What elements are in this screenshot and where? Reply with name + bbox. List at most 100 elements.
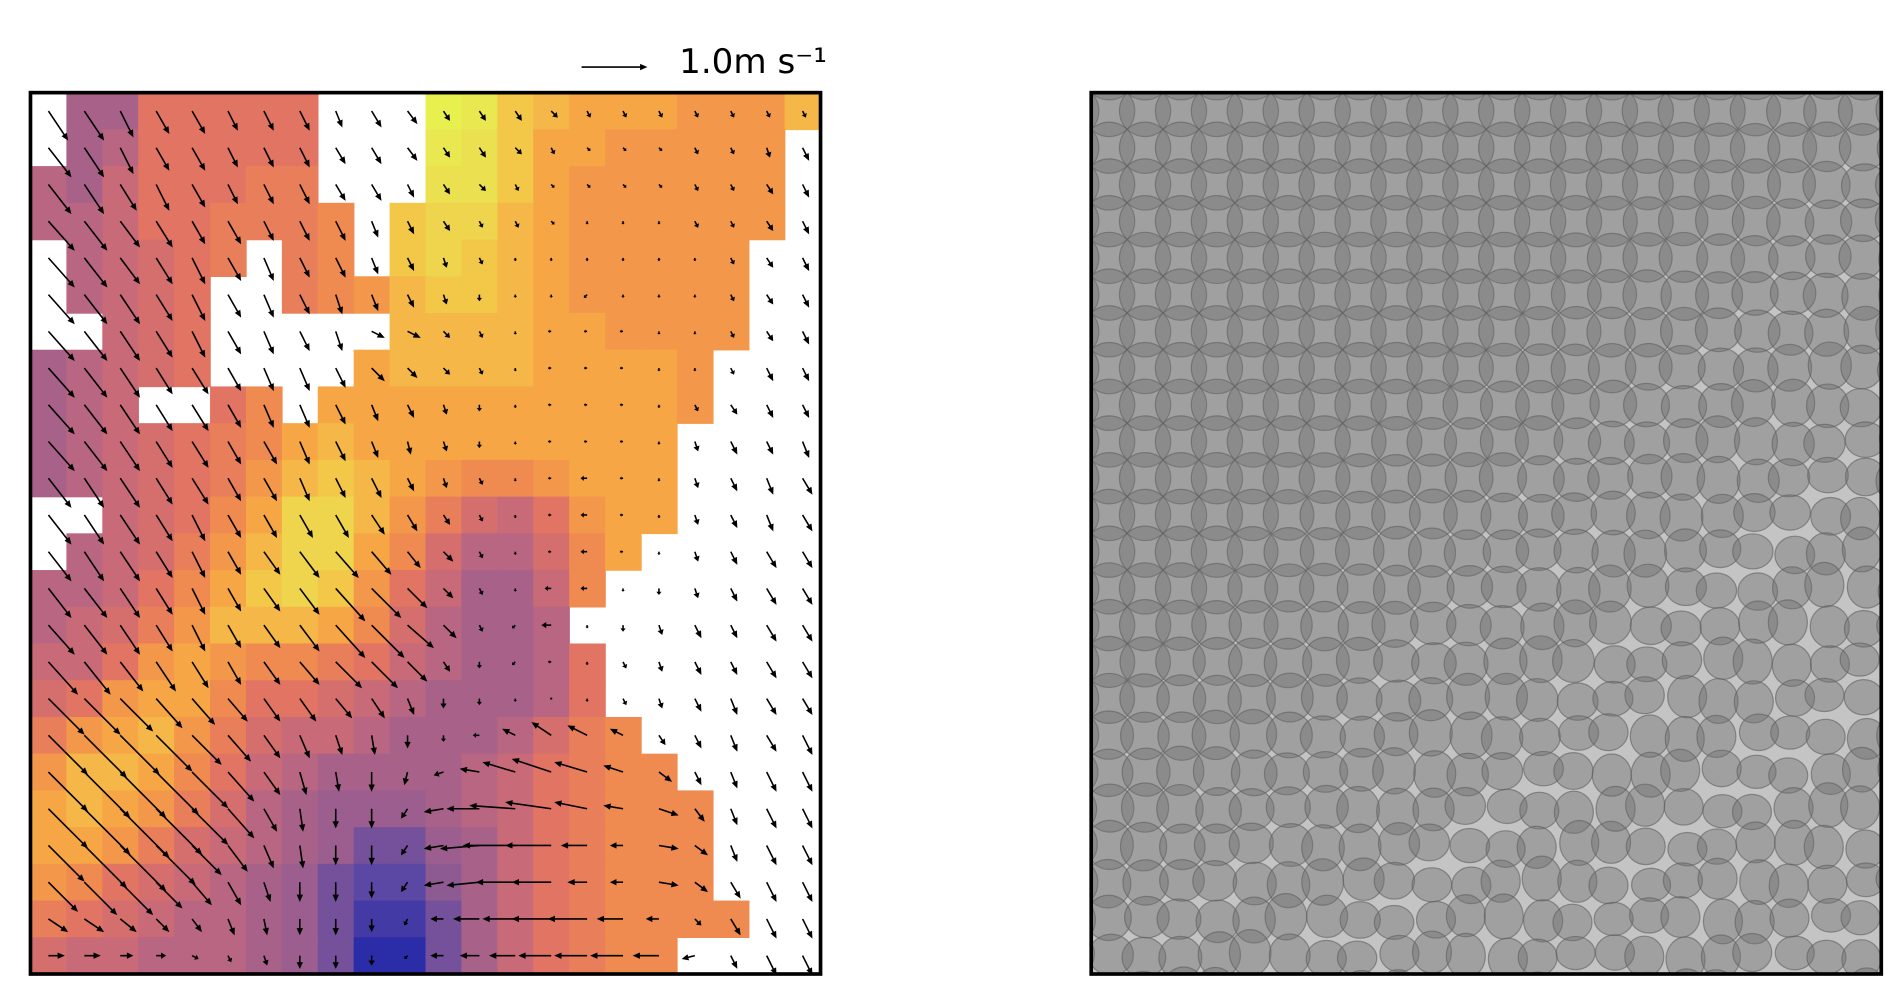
particle-panel (1089, 90, 1884, 976)
arrow-head (273, 603, 281, 612)
arrow-shaft (47, 330, 73, 359)
particle (1522, 750, 1565, 787)
arrow-head (731, 593, 738, 602)
vector-arrow (442, 551, 454, 562)
arrow-head (513, 479, 518, 482)
particle (1771, 378, 1816, 428)
arrow-head (267, 419, 274, 428)
arrow-head (336, 119, 343, 128)
arrow-shaft (227, 477, 240, 498)
arrow-head (767, 523, 774, 532)
arrow-head (767, 410, 774, 418)
vector-arrow (335, 587, 366, 622)
particle (1190, 194, 1244, 248)
vector-arrow (263, 257, 274, 281)
vector-arrow (478, 624, 484, 632)
arrow-shaft (299, 587, 318, 612)
heat-cell (640, 900, 678, 939)
particle (1336, 940, 1378, 975)
particle (1339, 747, 1384, 792)
vector-arrow (514, 220, 520, 228)
vector-arrow (603, 764, 624, 773)
vector-arrow (47, 404, 75, 435)
particle (1487, 937, 1528, 975)
vector-arrow (370, 294, 379, 312)
arrow-head (770, 930, 777, 939)
heat-cell (533, 349, 570, 388)
vector-arrow (371, 587, 402, 619)
particle (1091, 92, 1100, 131)
arrow-shaft (473, 804, 516, 810)
vector-arrow (658, 734, 666, 746)
vector-arrow (119, 184, 137, 211)
particle (1658, 159, 1710, 211)
arrow-head (166, 239, 173, 248)
arrow-shaft (370, 514, 384, 532)
arrow-head (583, 329, 586, 334)
arrow-head (444, 150, 451, 158)
particle (1227, 563, 1279, 614)
vector-arrow (227, 918, 235, 936)
arrow-head (332, 821, 339, 829)
particle (1118, 378, 1172, 432)
arrow-head (375, 156, 382, 165)
arrow-head (693, 113, 700, 118)
arrow-head (803, 373, 810, 382)
vector-arrow (371, 624, 405, 659)
particle (1840, 344, 1882, 390)
vector-arrow (191, 808, 229, 845)
arrow-head (127, 166, 134, 175)
vector-arrow (482, 761, 516, 773)
particle (1586, 232, 1638, 284)
particle (1118, 488, 1172, 542)
vector-arrow (335, 257, 346, 278)
particle (1119, 821, 1168, 872)
vector-arrow (406, 294, 415, 308)
particle (1195, 899, 1240, 944)
particle (1265, 711, 1313, 759)
particle (1407, 453, 1458, 504)
arrow-head (767, 446, 774, 455)
arrow-shaft (155, 551, 171, 575)
particle (1624, 306, 1673, 358)
vector-arrow (657, 624, 664, 636)
arrow-head (199, 312, 206, 321)
arrow-shaft (227, 808, 253, 836)
arrow-shaft (155, 147, 168, 168)
arrow-head (234, 640, 242, 649)
vector-arrow (694, 734, 702, 749)
heat-cell (461, 753, 499, 792)
particle (1660, 452, 1706, 501)
arrow-head (806, 783, 813, 792)
particle (1411, 930, 1453, 974)
particle (1513, 158, 1567, 211)
vector-arrow (694, 918, 702, 926)
particle (1592, 680, 1634, 717)
arrow-head (201, 496, 209, 505)
particle (1767, 122, 1818, 174)
arrow-head (64, 206, 72, 215)
vector-arrow (335, 477, 346, 498)
arrow-head (234, 383, 242, 392)
particle (1118, 158, 1172, 211)
particle (1551, 638, 1595, 684)
particle (1629, 606, 1672, 646)
arrow-head (801, 113, 807, 118)
particle (1630, 867, 1672, 903)
particle (1772, 566, 1813, 610)
particle (1624, 676, 1665, 715)
particle (1091, 158, 1136, 211)
arrow-head (303, 493, 310, 502)
arrow-head (806, 857, 813, 866)
arrow-head (803, 299, 810, 308)
arrow-shaft (263, 845, 273, 865)
arrow-head (767, 334, 774, 342)
particle (1478, 342, 1530, 393)
vector-arrow (334, 735, 344, 756)
arrow-shaft (515, 759, 552, 773)
particle (1591, 529, 1636, 578)
arrow-shaft (335, 661, 360, 686)
vector-arrow (191, 734, 222, 765)
vector-arrow (332, 882, 339, 902)
particle (1449, 827, 1491, 864)
